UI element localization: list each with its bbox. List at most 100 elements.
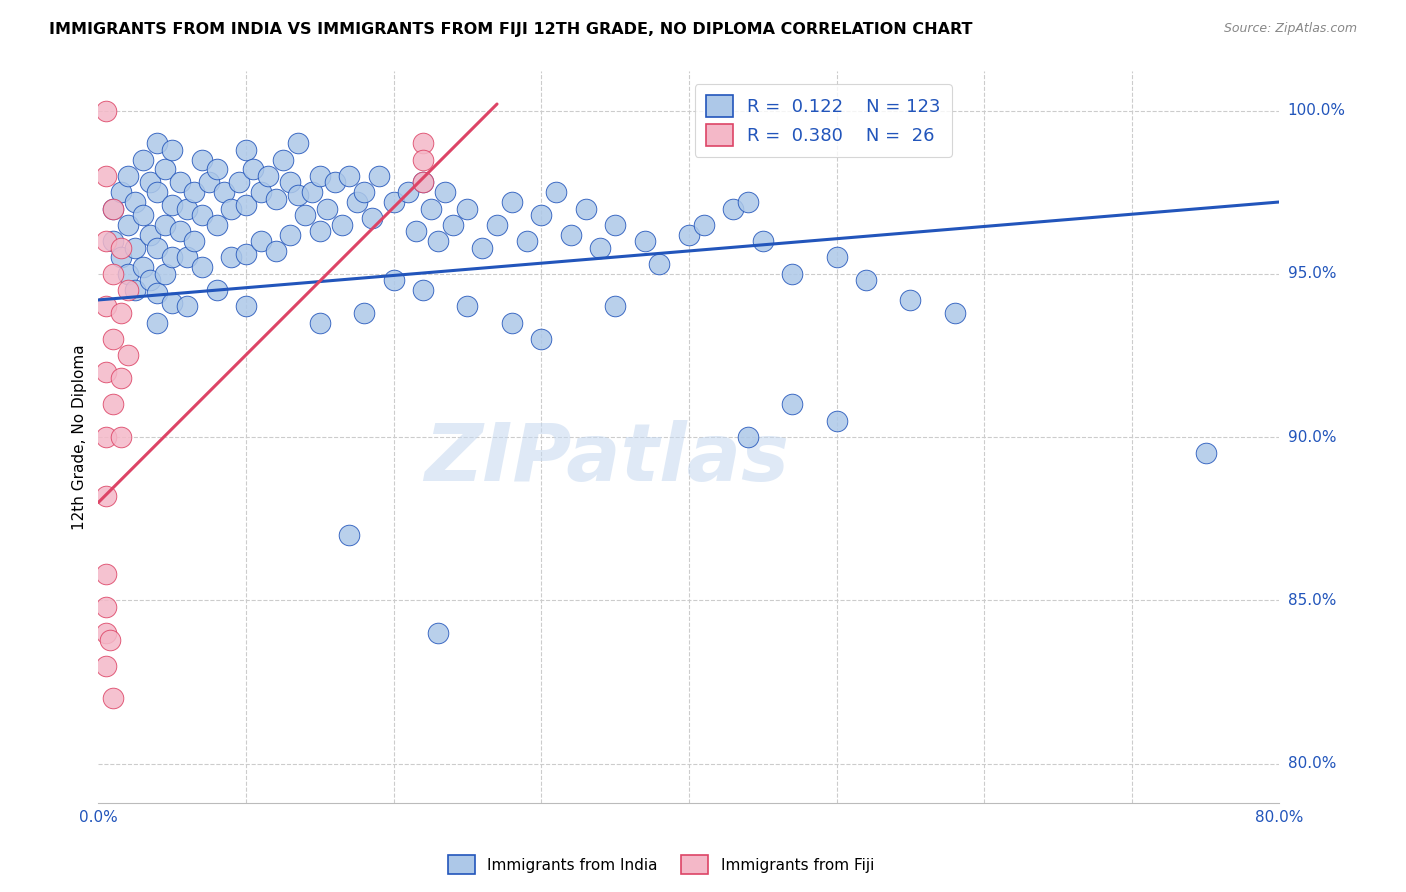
Point [353,306,375,320]
Point [94,169,117,183]
Point [271,153,294,167]
Point [412,283,434,297]
Point [139,175,162,189]
Point [132,260,155,275]
Point [782,267,804,281]
Point [219,251,242,265]
Point [146,316,169,330]
Point [301,185,323,199]
Point [264,192,287,206]
Point [530,208,553,222]
Point [103,397,125,411]
Text: 80.0%: 80.0% [1288,756,1336,771]
Point [162,198,183,212]
Point [94,300,117,314]
Point [110,430,132,444]
Point [176,300,198,314]
Point [153,218,176,232]
Point [360,211,382,226]
Point [235,247,257,261]
Point [309,169,332,183]
Point [110,251,132,265]
Point [605,300,627,314]
Point [412,175,434,189]
Point [456,202,478,216]
Point [574,202,596,216]
Point [132,208,155,222]
Point [278,175,302,189]
Point [287,188,309,202]
Point [183,185,205,199]
Text: ZIPatlas: ZIPatlas [423,420,789,498]
Point [146,136,169,151]
Point [198,175,221,189]
Text: IMMIGRANTS FROM INDIA VS IMMIGRANTS FROM FIJI 12TH GRADE, NO DIPLOMA CORRELATION: IMMIGRANTS FROM INDIA VS IMMIGRANTS FROM… [49,22,973,37]
Point [264,244,287,258]
Point [103,267,125,281]
Point [94,103,117,118]
Point [205,218,228,232]
Point [737,430,759,444]
Point [117,348,139,362]
Point [153,162,176,177]
Point [103,202,125,216]
Point [103,234,125,248]
Point [486,218,509,232]
Point [250,234,273,248]
Point [139,227,162,242]
Point [648,257,671,271]
Point [721,202,744,216]
Legend: R =  0.122    N = 123, R =  0.380    N =  26: R = 0.122 N = 123, R = 0.380 N = 26 [695,84,952,157]
Point [169,224,191,238]
Point [515,234,537,248]
Point [205,162,228,177]
Point [855,273,877,287]
Point [278,227,302,242]
Point [110,241,132,255]
Point [110,306,132,320]
Point [183,234,205,248]
Point [330,218,353,232]
Point [98,632,121,647]
Point [441,218,464,232]
Point [693,218,716,232]
Point [412,175,434,189]
Point [396,185,419,199]
Point [353,185,375,199]
Y-axis label: 12th Grade, No Diploma: 12th Grade, No Diploma [72,344,87,530]
Legend: Immigrants from India, Immigrants from Fiji: Immigrants from India, Immigrants from F… [441,849,880,880]
Point [294,208,316,222]
Point [146,286,169,301]
Point [191,208,214,222]
Point [117,267,139,281]
Point [250,185,273,199]
Point [427,234,450,248]
Point [405,224,427,238]
Point [94,567,117,582]
Point [605,218,627,232]
Point [94,599,117,614]
Point [153,267,176,281]
Point [146,185,169,199]
Point [560,227,582,242]
Point [419,202,441,216]
Point [117,283,139,297]
Point [309,224,332,238]
Point [323,175,346,189]
Point [94,430,117,444]
Point [103,202,125,216]
Point [456,300,478,314]
Point [309,316,332,330]
Point [382,194,405,209]
Point [162,143,183,157]
Point [103,691,125,706]
Point [94,489,117,503]
Point [471,241,494,255]
Point [191,153,214,167]
Point [228,175,250,189]
Point [544,185,567,199]
Point [337,528,360,542]
Point [1195,446,1218,460]
Point [257,169,280,183]
Point [117,169,139,183]
